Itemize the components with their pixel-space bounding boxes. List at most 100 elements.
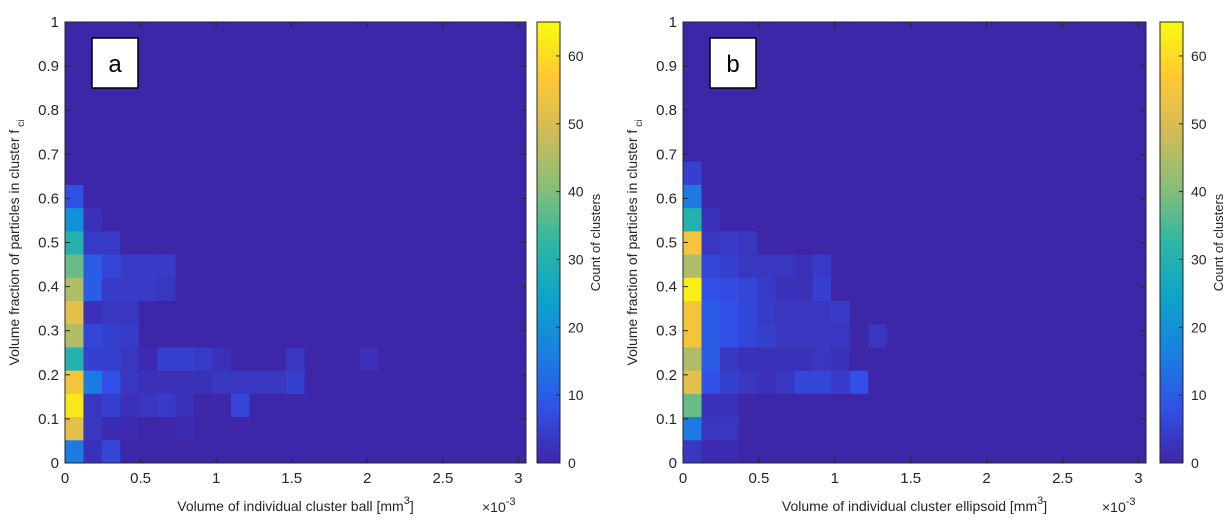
heatmap-cell bbox=[683, 370, 703, 394]
heatmap-cell bbox=[1053, 439, 1073, 464]
heatmap-cell bbox=[378, 300, 398, 325]
heatmap-cell bbox=[286, 68, 306, 93]
heatmap-cell bbox=[83, 323, 103, 348]
heatmap-cell bbox=[886, 393, 906, 418]
heatmap-cell bbox=[396, 22, 416, 46]
heatmap-cell bbox=[175, 91, 195, 116]
heatmap-cell bbox=[997, 323, 1017, 348]
heatmap-cell bbox=[507, 22, 527, 46]
y-tick-label: 0.3 bbox=[656, 323, 677, 340]
heatmap-cell bbox=[194, 22, 214, 46]
heatmap-cell bbox=[942, 45, 962, 69]
heatmap-cell bbox=[396, 161, 416, 185]
heatmap-cell bbox=[1034, 439, 1054, 464]
heatmap-cell bbox=[1108, 277, 1128, 302]
heatmap-cell bbox=[757, 254, 777, 278]
heatmap-cell bbox=[138, 393, 158, 418]
heatmap-cell bbox=[433, 416, 453, 441]
heatmap-cell bbox=[175, 323, 195, 348]
heatmap-cell bbox=[249, 277, 269, 302]
heatmap-cell bbox=[452, 439, 472, 464]
heatmap-cell bbox=[849, 346, 869, 371]
heatmap-cell bbox=[942, 300, 962, 325]
heatmap-cell bbox=[396, 277, 416, 302]
heatmap-cell bbox=[1090, 45, 1110, 69]
heatmap-cell bbox=[849, 230, 869, 255]
heatmap-cell bbox=[138, 207, 158, 232]
heatmap-cell bbox=[433, 323, 453, 348]
heatmap-cell bbox=[212, 393, 232, 418]
heatmap-cell bbox=[101, 393, 121, 418]
panel-label-box bbox=[91, 37, 139, 89]
heatmap-cell bbox=[905, 22, 925, 46]
heatmap-cell bbox=[101, 161, 121, 185]
heatmap-cell bbox=[1108, 439, 1128, 464]
x-exponent: ×10-3 bbox=[1102, 496, 1136, 515]
heatmap-cell bbox=[1108, 230, 1128, 255]
heatmap-cell bbox=[267, 370, 287, 394]
x-axis-label-end: ] bbox=[1043, 498, 1047, 514]
heatmap-cell bbox=[942, 91, 962, 116]
heatmap-cell bbox=[979, 370, 999, 394]
heatmap-cell bbox=[230, 68, 250, 93]
heatmap-cell bbox=[886, 439, 906, 464]
heatmap-cell bbox=[849, 370, 869, 394]
heatmap-cell bbox=[1016, 416, 1036, 441]
heatmap-cell bbox=[415, 161, 435, 185]
heatmap-cell bbox=[452, 22, 472, 46]
heatmap-cell bbox=[738, 277, 758, 302]
heatmap-cell bbox=[1053, 114, 1073, 139]
heatmap-cell bbox=[960, 207, 980, 232]
heatmap-cell bbox=[360, 91, 379, 116]
heatmap-cell bbox=[230, 184, 250, 209]
heatmap-cell bbox=[1071, 230, 1091, 255]
heatmap-cell bbox=[120, 393, 140, 418]
heatmap-cell bbox=[120, 230, 140, 255]
heatmap-cell bbox=[65, 161, 84, 185]
heatmap-cell bbox=[701, 416, 721, 441]
heatmap-cell bbox=[720, 300, 740, 325]
y-tick-label: 0.7 bbox=[656, 146, 677, 163]
heatmap-cell bbox=[433, 346, 453, 371]
heatmap-cell bbox=[360, 138, 379, 162]
heatmap-cell bbox=[507, 161, 527, 185]
heatmap-cell bbox=[470, 138, 490, 162]
heatmap-cell bbox=[489, 346, 509, 371]
heatmap-cell bbox=[415, 393, 435, 418]
heatmap-cell bbox=[794, 323, 814, 348]
heatmap-cell bbox=[415, 346, 435, 371]
heatmap-cell bbox=[1090, 416, 1110, 441]
heatmap-cell bbox=[886, 45, 906, 69]
heatmap-cell bbox=[942, 138, 962, 162]
heatmap-cell bbox=[886, 370, 906, 394]
heatmap-cell bbox=[1034, 254, 1054, 278]
heatmap-cell bbox=[230, 22, 250, 46]
heatmap-cell bbox=[470, 45, 490, 69]
heatmap-cell bbox=[1127, 138, 1147, 162]
heatmap-cell bbox=[942, 254, 962, 278]
heatmap-cell bbox=[812, 254, 832, 278]
heatmap-cell bbox=[683, 300, 703, 325]
heatmap-cell bbox=[286, 439, 306, 464]
heatmap-cell bbox=[267, 346, 287, 371]
heatmap-cell bbox=[1034, 161, 1054, 185]
heatmap-cell bbox=[120, 207, 140, 232]
heatmap-cell bbox=[267, 254, 287, 278]
heatmap-cell bbox=[415, 277, 435, 302]
heatmap-cell bbox=[323, 323, 343, 348]
heatmap-cell bbox=[794, 277, 814, 302]
heatmap-cell bbox=[1034, 184, 1054, 209]
heatmap-cell bbox=[433, 68, 453, 93]
heatmap-cell bbox=[286, 22, 306, 46]
heatmap-cell bbox=[775, 91, 795, 116]
heatmap-cell bbox=[157, 323, 177, 348]
heatmap-cell bbox=[960, 346, 980, 371]
heatmap-cell bbox=[101, 346, 121, 371]
heatmap-cell bbox=[942, 346, 962, 371]
heatmap-cell bbox=[942, 114, 962, 139]
heatmap-cell bbox=[979, 45, 999, 69]
heatmap-cell bbox=[905, 68, 925, 93]
heatmap-cell bbox=[341, 346, 361, 371]
heatmap-cell bbox=[249, 393, 269, 418]
heatmap-cell bbox=[1016, 138, 1036, 162]
